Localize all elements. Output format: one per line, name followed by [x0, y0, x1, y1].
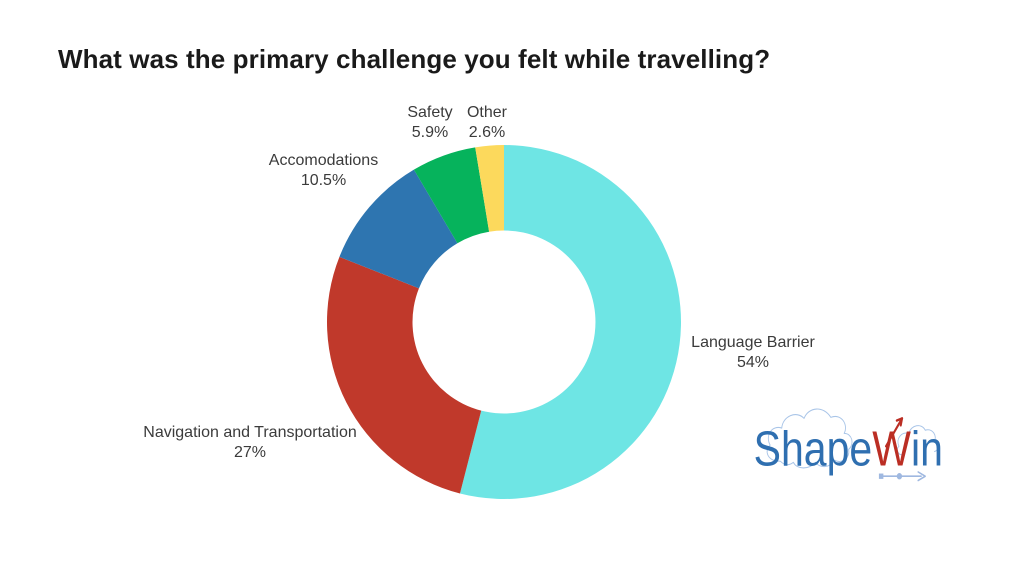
svg-text:in: in — [911, 421, 943, 476]
svg-text:W: W — [872, 421, 911, 476]
svg-text:Shape: Shape — [754, 421, 873, 476]
